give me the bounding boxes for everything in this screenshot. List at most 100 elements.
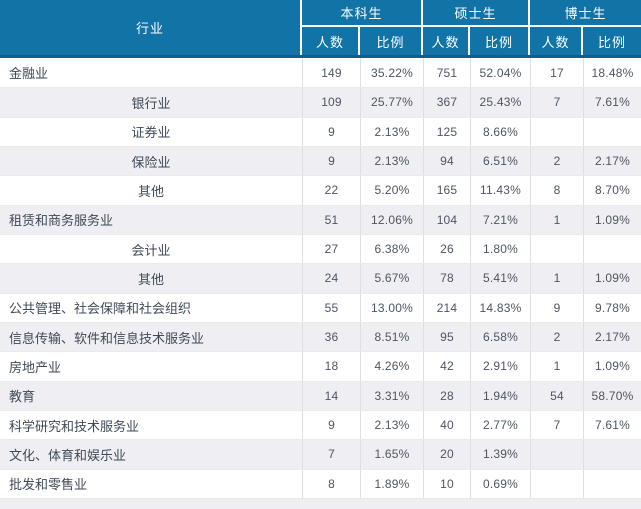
undergrad-count-cell: 14	[302, 381, 360, 410]
undergrad-count-cell: 51	[302, 205, 360, 234]
undergrad-count-cell: 149	[302, 58, 360, 88]
undergrad-pct-cell: 35.22%	[360, 58, 423, 88]
phd-pct-cell: 18.48%	[583, 58, 641, 88]
phd-count-cell	[530, 117, 583, 146]
master-pct-cell: 1.39%	[470, 440, 530, 469]
undergrad-count-cell: 9	[302, 146, 360, 176]
master-count-cell: 214	[423, 293, 470, 322]
undergrad-pct-cell: 5.20%	[360, 176, 423, 205]
master-count-cell: 40	[423, 410, 470, 440]
phd-pct-cell: 1.09%	[583, 264, 641, 293]
undergrad-pct-cell: 25.77%	[360, 88, 423, 117]
master-pct-cell: 7.21%	[470, 205, 530, 234]
undergrad-pct-cell: 2.13%	[360, 146, 423, 176]
subheader-master-ratio: 比例	[470, 27, 530, 55]
undergrad-pct-cell: 2.13%	[360, 117, 423, 146]
industry-sub-label: 保险业	[131, 154, 171, 170]
undergrad-pct-cell: 5.67%	[360, 264, 423, 293]
table-row: 证券业 9 2.13% 125 8.66%	[0, 116, 641, 146]
industry-label: 批发和零售业	[9, 477, 88, 493]
subheader-phd-ratio: 比例	[583, 27, 641, 55]
subheader-master-count: 人数	[423, 27, 470, 55]
undergrad-pct-cell: 6.38%	[360, 234, 423, 264]
master-pct-cell: 6.51%	[470, 146, 530, 176]
undergrad-count-cell: 9	[302, 117, 360, 146]
table-row: 银行业 109 25.77% 367 25.43% 7 7.61%	[0, 87, 641, 117]
phd-pct-cell: 9.78%	[583, 293, 641, 322]
undergrad-count-cell: 8	[302, 469, 360, 498]
partial-next-row	[0, 497, 641, 509]
phd-count-cell: 2	[530, 146, 583, 176]
master-pct-cell: 25.43%	[470, 88, 530, 117]
master-count-cell: 165	[423, 176, 470, 205]
group-header-phd: 博士生	[530, 0, 641, 27]
industry-sub-label: 其他	[137, 183, 164, 199]
industry-sub-label: 证券业	[131, 125, 171, 141]
phd-pct-cell	[583, 234, 641, 264]
undergrad-pct-cell: 3.31%	[360, 381, 423, 410]
master-count-cell: 367	[423, 88, 470, 117]
master-count-cell: 95	[423, 322, 470, 352]
industry-label: 教育	[9, 389, 36, 405]
phd-pct-cell: 1.09%	[583, 205, 641, 234]
table-row: 科学研究和技术服务业 9 2.13% 40 2.77% 7 7.61%	[0, 409, 641, 440]
master-pct-cell: 5.41%	[470, 264, 530, 293]
phd-pct-cell: 58.70%	[583, 381, 641, 410]
master-pct-cell: 2.91%	[470, 352, 530, 381]
undergrad-pct-cell: 2.13%	[360, 410, 423, 440]
phd-count-cell: 9	[530, 293, 583, 322]
industry-label: 信息传输、软件和信息技术服务业	[9, 330, 205, 346]
undergrad-pct-cell: 4.26%	[360, 352, 423, 381]
undergrad-count-cell: 7	[302, 440, 360, 469]
master-count-cell: 751	[423, 58, 470, 88]
phd-count-cell: 1	[530, 205, 583, 234]
master-pct-cell: 1.80%	[470, 234, 530, 264]
industry-column-header: 行业	[0, 0, 302, 55]
phd-count-cell: 7	[530, 410, 583, 440]
undergrad-count-cell: 55	[302, 293, 360, 322]
phd-pct-cell	[583, 440, 641, 469]
master-pct-cell: 2.77%	[470, 410, 530, 440]
master-count-cell: 78	[423, 264, 470, 293]
master-pct-cell: 0.69%	[470, 469, 530, 498]
phd-count-cell: 17	[530, 58, 583, 88]
undergrad-count-cell: 18	[302, 352, 360, 381]
table-row: 文化、体育和娱乐业 7 1.65% 20 1.39%	[0, 439, 641, 469]
master-count-cell: 20	[423, 440, 470, 469]
table-row: 会计业 27 6.38% 26 1.80%	[0, 233, 641, 264]
table-row: 信息传输、软件和信息技术服务业 36 8.51% 95 6.58% 2 2.17%	[0, 321, 641, 352]
phd-pct-cell: 2.17%	[583, 322, 641, 352]
master-pct-cell: 52.04%	[470, 58, 530, 88]
industry-label: 房地产业	[9, 359, 62, 375]
undergrad-count-cell: 9	[302, 410, 360, 440]
table-header: 行业 本科生 硕士生 博士生 人数 比例 人数 比例 人数 比例	[0, 0, 641, 58]
phd-count-cell: 8	[530, 176, 583, 205]
undergrad-count-cell: 22	[302, 176, 360, 205]
undergrad-pct-cell: 13.00%	[360, 293, 423, 322]
table-row: 其他 22 5.20% 165 11.43% 8 8.70%	[0, 175, 641, 205]
undergrad-count-cell: 27	[302, 234, 360, 264]
group-header-master: 硕士生	[423, 0, 530, 27]
table-row: 保险业 9 2.13% 94 6.51% 2 2.17%	[0, 145, 641, 176]
undergrad-count-cell: 109	[302, 88, 360, 117]
phd-count-cell	[530, 234, 583, 264]
phd-pct-cell: 2.17%	[583, 146, 641, 176]
industry-label: 公共管理、社会保障和社会组织	[9, 301, 192, 317]
phd-pct-cell: 7.61%	[583, 410, 641, 440]
phd-pct-cell	[583, 469, 641, 498]
undergrad-pct-cell: 1.89%	[360, 469, 423, 498]
master-count-cell: 104	[423, 205, 470, 234]
master-count-cell: 125	[423, 117, 470, 146]
phd-count-cell	[530, 469, 583, 498]
undergrad-pct-cell: 1.65%	[360, 440, 423, 469]
master-count-cell: 42	[423, 352, 470, 381]
table-body: 金融业 149 35.22% 751 52.04% 17 18.48% 银行业 109 25.77…	[0, 58, 641, 498]
phd-pct-cell: 1.09%	[583, 352, 641, 381]
phd-count-cell: 1	[530, 352, 583, 381]
undergrad-pct-cell: 12.06%	[360, 205, 423, 234]
master-count-cell: 28	[423, 381, 470, 410]
master-count-cell: 94	[423, 146, 470, 176]
master-pct-cell: 1.94%	[470, 381, 530, 410]
phd-pct-cell: 7.61%	[583, 88, 641, 117]
